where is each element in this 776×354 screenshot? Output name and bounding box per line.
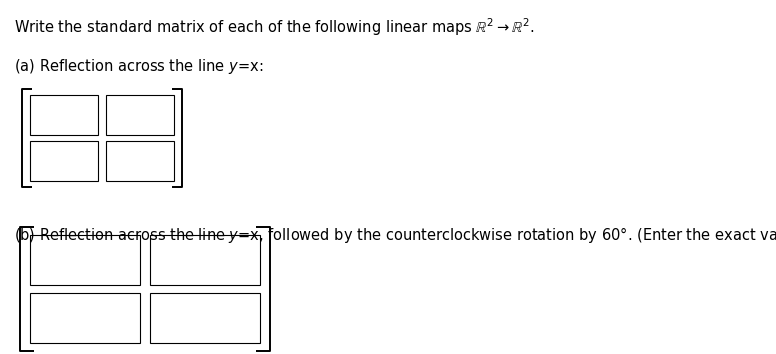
Bar xyxy=(30,95,98,135)
Bar xyxy=(150,293,260,343)
Bar xyxy=(30,141,98,181)
Bar xyxy=(106,95,174,135)
Bar xyxy=(150,235,260,285)
Text: (a) Reflection across the line $y$=x:: (a) Reflection across the line $y$=x: xyxy=(14,57,263,76)
Bar xyxy=(30,293,140,343)
Text: (b) Reflection across the line $y$=x, followed by the counterclockwise rotation : (b) Reflection across the line $y$=x, fo… xyxy=(14,225,776,245)
Text: Write the standard matrix of each of the following linear maps $\mathbb{R}^2 \ri: Write the standard matrix of each of the… xyxy=(14,16,535,38)
Bar xyxy=(30,235,140,285)
Bar xyxy=(106,141,174,181)
